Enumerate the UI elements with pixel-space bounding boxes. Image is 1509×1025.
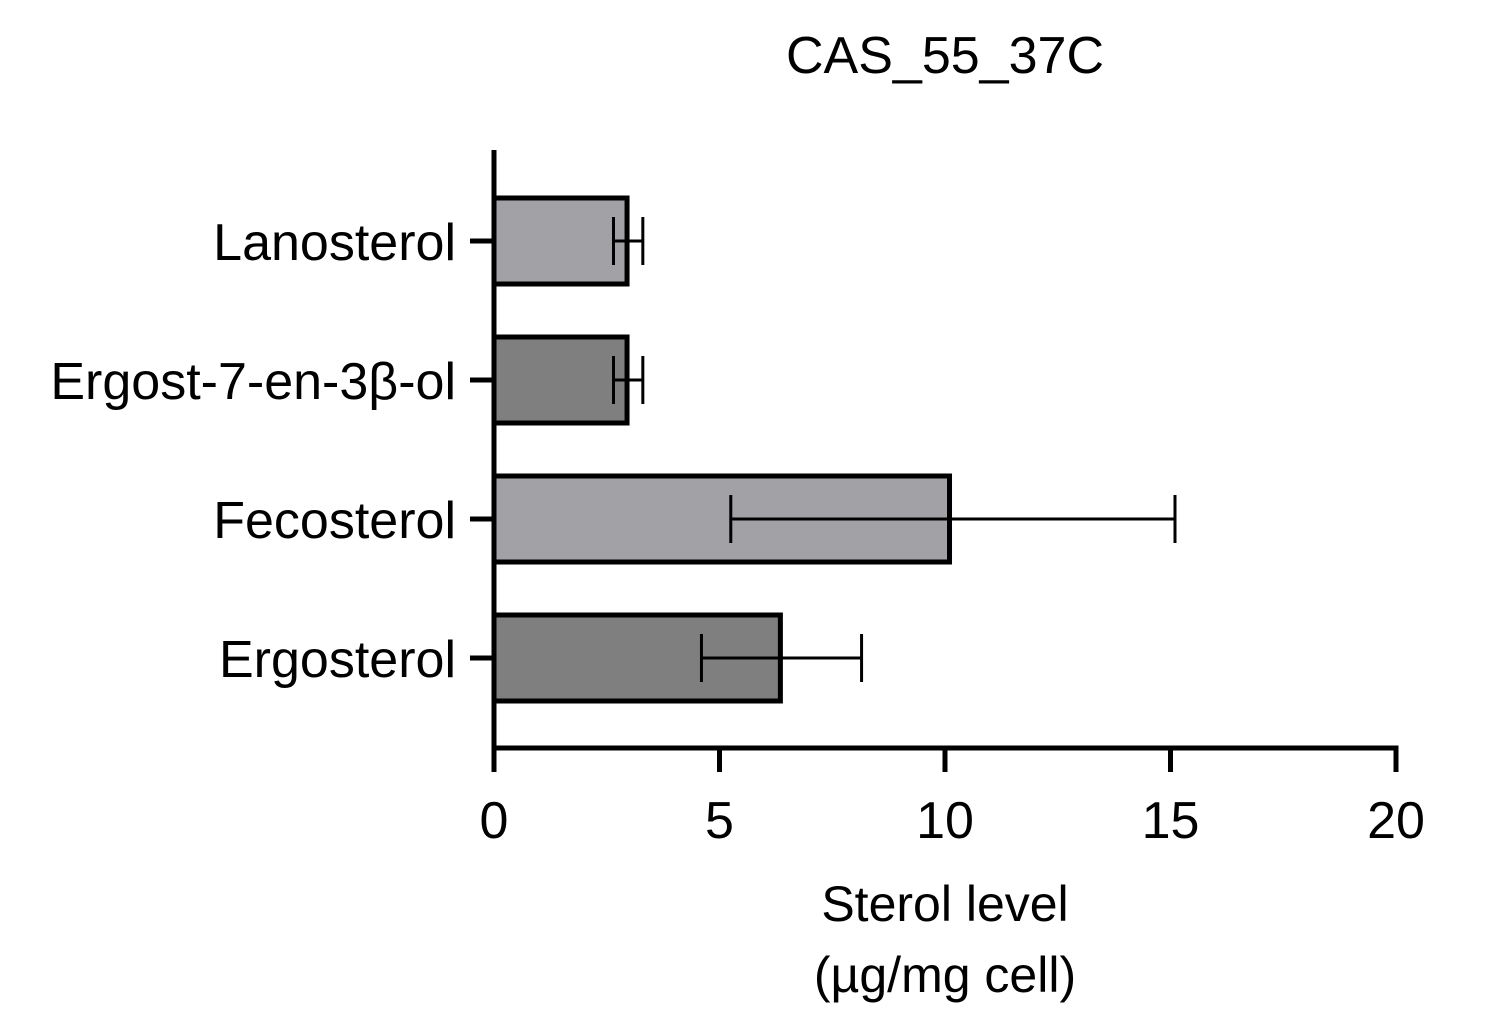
bar [491, 195, 630, 287]
x-axis-label-line1: Sterol level [821, 876, 1068, 932]
y-tick-label: Fecosterol [213, 492, 456, 550]
x-tick-label: 20 [1367, 792, 1425, 850]
y-tick-label: Ergosterol [219, 631, 456, 689]
x-tick-label: 15 [1142, 792, 1200, 850]
bar [491, 334, 630, 426]
chart-title: CAS_55_37C [786, 27, 1104, 85]
chart-marks: Lanosterol Ergost-7-en-3β-ol Fecosterol Erg… [50, 150, 1425, 850]
y-tick-label: Lanosterol [213, 214, 456, 272]
y-tick-label: Ergost-7-en-3β-ol [50, 353, 456, 411]
x-tick-label: 0 [480, 792, 509, 850]
x-tick-label: 10 [916, 792, 974, 850]
x-tick-label: 5 [705, 792, 734, 850]
x-axis-label-line2: (µg/mg cell) [814, 947, 1076, 1003]
